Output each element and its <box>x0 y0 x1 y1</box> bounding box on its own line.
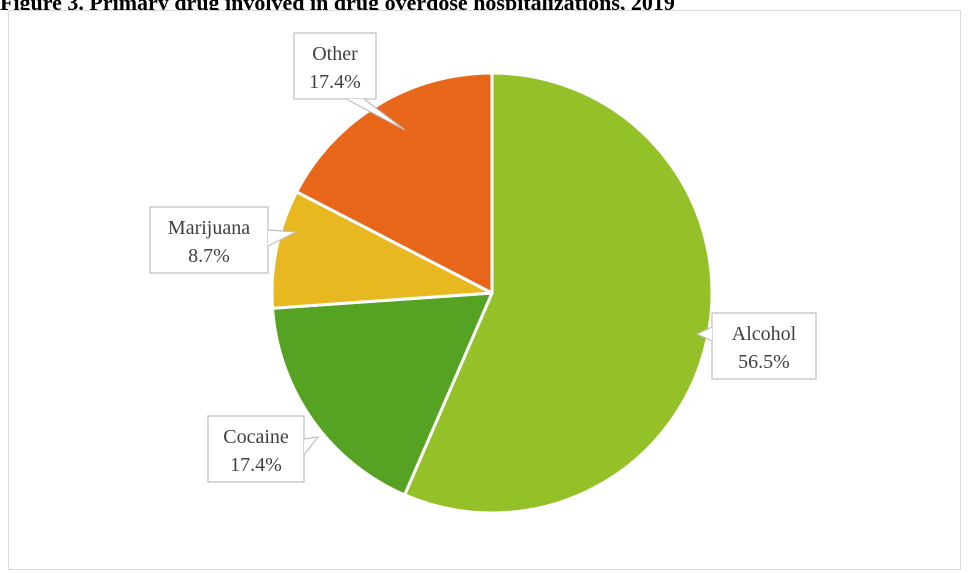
slice-label: Cocaine <box>223 426 289 448</box>
slice-label: Marijuana <box>168 217 250 239</box>
pie-slice-other <box>295 71 494 295</box>
slice-value-label: 17.4% <box>309 71 361 93</box>
callout-marijuana: Marijuana 8.7% <box>149 206 299 274</box>
callout-cocaine: Cocaine 17.4% <box>207 415 320 483</box>
callout-box <box>711 312 817 380</box>
slice-value-label: 8.7% <box>188 245 230 267</box>
callout-pointer <box>267 229 299 247</box>
callout-alcohol: Alcohol 56.5% <box>695 312 817 380</box>
callout-other: Other 17.4% <box>293 32 406 131</box>
callout-pointer <box>345 98 406 131</box>
pie-slice-cocaine <box>271 291 494 497</box>
callout-box <box>293 32 377 100</box>
slice-label: Other <box>312 43 358 65</box>
pie-slice-marijuana <box>270 190 494 310</box>
callout-pointer <box>695 326 713 342</box>
slice-value-label: 17.4% <box>230 454 282 476</box>
callout-pointer <box>303 436 320 456</box>
slice-value-label: 56.5% <box>738 351 790 373</box>
slice-label: Alcohol <box>732 323 797 345</box>
